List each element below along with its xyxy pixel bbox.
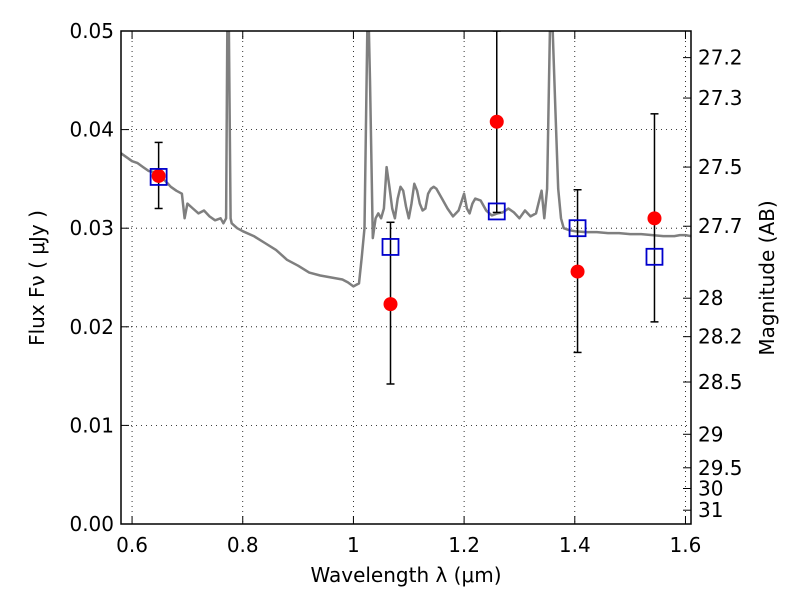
y-tick-label: 0.03 [69, 216, 114, 240]
y-tick-label: 0.02 [69, 315, 114, 339]
data-point [570, 264, 585, 279]
y-tick-label: 0.01 [69, 413, 114, 437]
y-right-tick-label: 27.3 [698, 86, 743, 110]
y-right-tick-label: 28.2 [698, 325, 743, 349]
model-square [149, 168, 168, 186]
data-point [151, 168, 166, 183]
plot-area [121, 31, 691, 385]
x-tick-label: 1.6 [670, 533, 702, 557]
y-right-tick-label: 28.5 [698, 370, 743, 394]
y-tick-label: 0.00 [69, 512, 114, 536]
x-tick-label: 0.6 [116, 533, 148, 557]
data-point [489, 114, 504, 129]
tick-marks [121, 30, 691, 525]
grid-lines [121, 30, 691, 525]
y-right-tick-label: 27.2 [698, 46, 743, 70]
plot-frame [120, 30, 692, 525]
y-right-tick-label: 28 [698, 286, 723, 310]
y-right-tick-label: 29 [698, 422, 723, 446]
data-point [647, 211, 662, 226]
y-tick-label: 0.04 [69, 118, 114, 142]
y-axis-right-label: Magnitude (AB) [755, 200, 779, 355]
y-right-tick-label: 31 [698, 498, 723, 522]
y-right-tick-label: 27.5 [698, 155, 743, 179]
data-point [383, 297, 398, 312]
x-tick-label: 1 [347, 533, 360, 557]
y-right-tick-label: 29.5 [698, 456, 743, 480]
x-tick-label: 1.2 [448, 533, 480, 557]
model-square [381, 238, 400, 256]
model-square [645, 247, 664, 266]
y-tick-label: 0.05 [69, 19, 114, 43]
y-right-tick-label: 27.7 [698, 214, 743, 238]
model-square [568, 219, 587, 238]
x-tick-label: 1.4 [559, 533, 591, 557]
y-axis-label: Flux Fν ( μJy ) [25, 210, 49, 346]
tick-labels: 0.6 0.8 1 1.2 1.4 1.6 0.00 0.01 0.02 0.03 0.04 0.05… [69, 19, 742, 557]
x-tick-label: 0.8 [227, 533, 259, 557]
y-right-tick-label: 30 [698, 477, 723, 501]
x-axis-label: Wavelength λ (μm) [310, 563, 501, 587]
spectrum-line [121, 31, 691, 288]
model-square [487, 202, 506, 221]
